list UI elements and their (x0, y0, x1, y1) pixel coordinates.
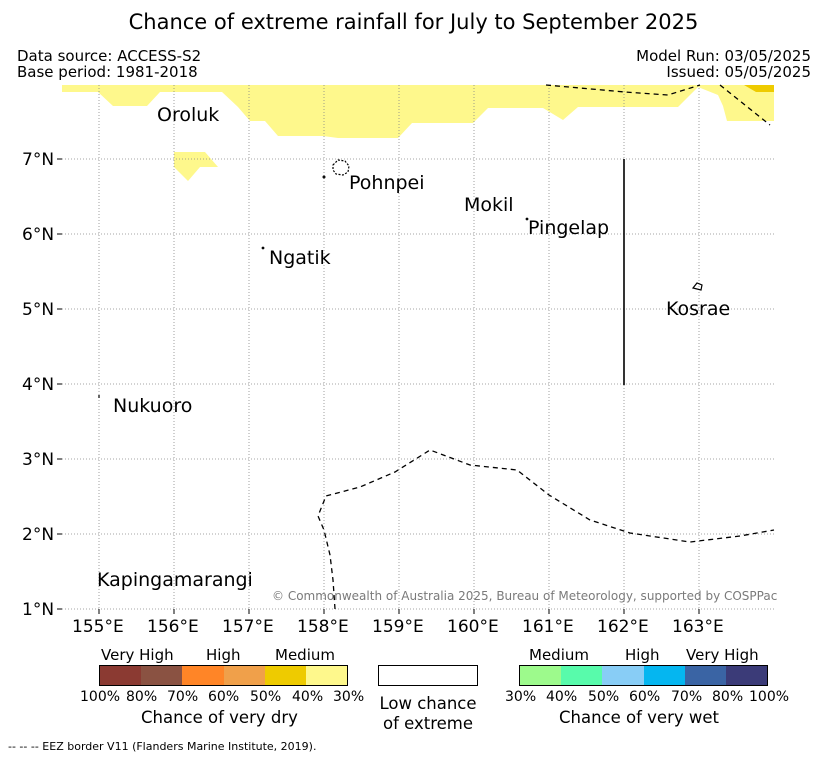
x-tick-label: 156°E (147, 617, 199, 637)
issued-date: Issued: 05/05/2025 (666, 63, 811, 81)
y-tick-label: 6°N (22, 225, 55, 245)
dry-category-very-high: Very High (101, 646, 174, 664)
base-period: Base period: 1981-2018 (17, 63, 198, 81)
kosrae-island (691, 282, 703, 291)
wet-category-high: High (625, 646, 660, 664)
dry-tick: 70% (167, 689, 199, 705)
dry-category-medium: Medium (275, 646, 335, 664)
pohnpei-island (332, 159, 350, 176)
dry-tick: 100% (80, 689, 121, 705)
y-tick-label: 7°N (22, 150, 55, 170)
y-tick-label: 1°N (22, 600, 55, 620)
x-tick-label: 162°E (597, 617, 649, 637)
neutral-swatch (378, 665, 478, 686)
wet-tick: 100% (749, 689, 790, 705)
islands (98, 159, 703, 398)
data-source: Data source: ACCESS-S2 (17, 47, 202, 65)
copyright-notice: © Commonwealth of Australia 2025, Bureau… (272, 589, 778, 603)
dry-tick: 40% (292, 689, 324, 705)
neutral-caption-line1: Low chance (379, 694, 477, 713)
wet-tick: 50% (588, 689, 620, 705)
y-tick-label: 3°N (22, 450, 55, 470)
wet-swatch (725, 666, 768, 685)
dry-swatch (223, 666, 265, 685)
wet-tick: 40% (546, 689, 578, 705)
wet-swatch (520, 666, 562, 685)
island-dot (322, 175, 326, 179)
place-label-pingelap: Pingelap (528, 217, 610, 239)
dry-tick: 60% (208, 689, 240, 705)
ngatik-dot (261, 246, 265, 250)
map-title: Chance of extreme rainfall for July to S… (128, 10, 699, 34)
dry-colorbar (99, 665, 348, 686)
gridlines (62, 85, 774, 610)
y-tick-label: 5°N (22, 300, 55, 320)
place-label-pohnpei: Pohnpei (349, 172, 425, 194)
wet-category-medium: Medium (529, 646, 589, 664)
place-label-mokil: Mokil (464, 194, 514, 216)
wet-tick: 30% (505, 689, 537, 705)
place-label-kosrae: Kosrae (666, 298, 731, 320)
eez-footnote: -- -- -- EEZ border V11 (Flanders Marine… (8, 740, 317, 753)
place-label-nukuoro: Nukuoro (113, 395, 193, 417)
x-tick-label: 163°E (672, 617, 724, 637)
dry-category-high: High (206, 646, 241, 664)
dry-swatch (305, 666, 348, 685)
wet-swatch (643, 666, 685, 685)
axis-ticks (57, 158, 700, 614)
y-tick-label: 4°N (22, 375, 55, 395)
place-label-ngatik: Ngatik (269, 247, 331, 269)
dry-caption: Chance of very dry (141, 708, 298, 727)
y-tick-label: 2°N (22, 525, 55, 545)
dry-swatch (141, 666, 183, 685)
wet-tick: 60% (629, 689, 661, 705)
wet-caption: Chance of very wet (559, 708, 719, 727)
pingelap-dot (525, 217, 529, 221)
dry-swatch (182, 666, 224, 685)
wet-tick: 80% (712, 689, 744, 705)
neutral-caption-line2: of extreme (382, 714, 474, 733)
wet-tick: 70% (671, 689, 703, 705)
x-tick-label: 160°E (447, 617, 499, 637)
x-tick-label: 159°E (372, 617, 424, 637)
model-run: Model Run: 03/05/2025 (636, 47, 811, 65)
x-tick-label: 161°E (522, 617, 574, 637)
wet-swatch (602, 666, 644, 685)
wet-swatch (561, 666, 603, 685)
place-label-oroluk: Oroluk (157, 104, 220, 126)
wet-swatch (684, 666, 726, 685)
x-tick-label: 157°E (222, 617, 274, 637)
eez-border (317, 84, 775, 610)
dry-shading (62, 85, 774, 181)
place-label-kapingamarangi: Kapingamarangi (97, 569, 253, 591)
dry-tick: 30% (333, 689, 365, 705)
wet-colorbar (519, 665, 768, 686)
dry-swatch (100, 666, 142, 685)
dry-tick: 80% (126, 689, 158, 705)
dry-swatch (264, 666, 306, 685)
x-tick-label: 155°E (72, 617, 124, 637)
x-tick-label: 158°E (297, 617, 349, 637)
wet-category-very-high: Very High (686, 646, 759, 664)
dry-tick: 50% (250, 689, 282, 705)
